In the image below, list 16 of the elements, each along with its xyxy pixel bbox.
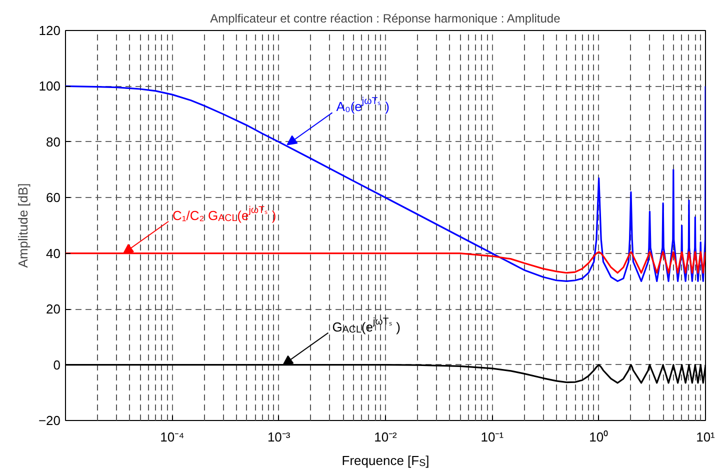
x-tick-label: 10⁻¹ (480, 430, 504, 444)
x-tick-label: 10⁻⁴ (160, 430, 184, 444)
y-tick-label: −20 (38, 413, 61, 428)
y-tick-label: 120 (38, 23, 61, 38)
y-tick-label: 0 (53, 357, 61, 372)
x-tick-label: 10⁻² (374, 430, 398, 444)
y-tick-label: 60 (46, 190, 61, 206)
y-tick-label: 40 (46, 246, 61, 261)
y-tick-label: 80 (46, 134, 61, 150)
x-tick-label: 10¹ (696, 430, 716, 444)
y-axis-title: Amplitude [dB] (15, 183, 30, 268)
chart-title: Amplficateur et contre réaction : Réponse harmonique : Amplitude (210, 12, 561, 26)
x-tick-label: 10⁰ (589, 430, 609, 444)
x-tick-label: 10⁻³ (267, 430, 291, 444)
y-tick-label: 20 (46, 302, 61, 317)
y-tick-label: 100 (38, 78, 61, 94)
